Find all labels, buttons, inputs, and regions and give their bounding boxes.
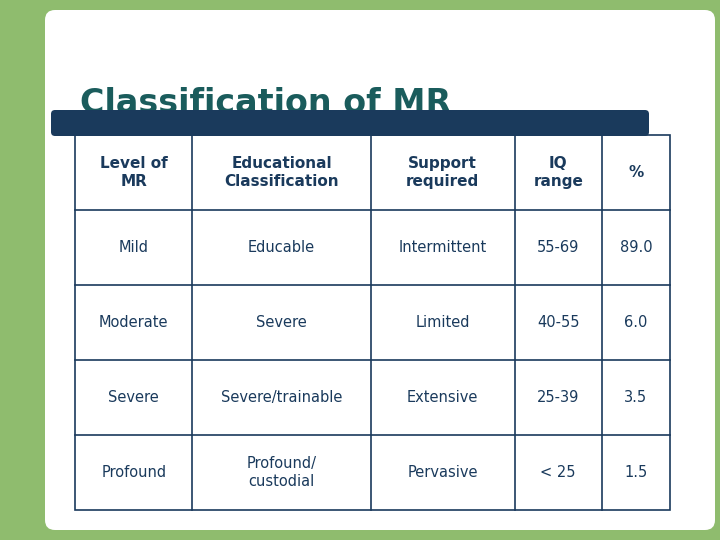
Text: Moderate: Moderate	[99, 315, 168, 330]
Text: Mild: Mild	[119, 240, 149, 255]
Text: < 25: < 25	[541, 465, 576, 480]
Text: Classification of MR: Classification of MR	[80, 87, 451, 120]
Text: Severe/trainable: Severe/trainable	[221, 390, 342, 405]
Text: %: %	[629, 165, 644, 180]
Text: 6.0: 6.0	[624, 315, 647, 330]
Text: 55-69: 55-69	[537, 240, 580, 255]
Text: Extensive: Extensive	[407, 390, 478, 405]
FancyBboxPatch shape	[51, 110, 649, 136]
Text: Pervasive: Pervasive	[408, 465, 478, 480]
Text: Support
required: Support required	[406, 156, 480, 188]
Text: 1.5: 1.5	[624, 465, 647, 480]
Text: Profound/
custodial: Profound/ custodial	[246, 456, 317, 489]
Text: Intermittent: Intermittent	[398, 240, 487, 255]
Text: IQ
range: IQ range	[534, 156, 583, 188]
Text: Severe: Severe	[109, 390, 159, 405]
Text: Educational
Classification: Educational Classification	[224, 156, 339, 188]
Text: Limited: Limited	[415, 315, 470, 330]
Text: 40-55: 40-55	[537, 315, 580, 330]
Text: Profound: Profound	[102, 465, 166, 480]
Text: Severe: Severe	[256, 315, 307, 330]
Text: Level of
MR: Level of MR	[100, 156, 168, 188]
Text: 25-39: 25-39	[537, 390, 580, 405]
Text: 89.0: 89.0	[620, 240, 652, 255]
Text: 3.5: 3.5	[624, 390, 647, 405]
Bar	[75, 135, 670, 510]
FancyBboxPatch shape	[45, 10, 715, 530]
Text: Educable: Educable	[248, 240, 315, 255]
